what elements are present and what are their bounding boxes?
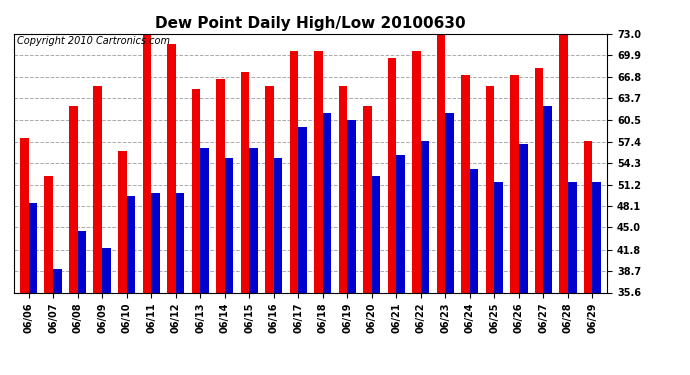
Bar	[486, 86, 495, 375]
Bar	[225, 158, 233, 375]
Bar	[396, 155, 405, 375]
Title: Dew Point Daily High/Low 20100630: Dew Point Daily High/Low 20100630	[155, 16, 466, 31]
Bar	[511, 75, 519, 375]
Bar	[274, 158, 282, 375]
Bar	[323, 113, 331, 375]
Bar	[20, 138, 28, 375]
Bar	[200, 148, 209, 375]
Bar	[167, 44, 176, 375]
Bar	[298, 127, 307, 375]
Bar	[143, 27, 151, 375]
Bar	[388, 58, 396, 375]
Bar	[69, 106, 77, 375]
Bar	[249, 148, 258, 375]
Bar	[151, 193, 159, 375]
Bar	[241, 72, 249, 375]
Bar	[412, 51, 421, 375]
Bar	[176, 193, 184, 375]
Bar	[93, 86, 102, 375]
Bar	[126, 196, 135, 375]
Text: Copyright 2010 Cartronics.com: Copyright 2010 Cartronics.com	[17, 36, 170, 46]
Bar	[53, 269, 61, 375]
Bar	[462, 75, 470, 375]
Bar	[568, 183, 577, 375]
Bar	[102, 248, 110, 375]
Bar	[347, 120, 356, 375]
Bar	[421, 141, 429, 375]
Bar	[372, 176, 380, 375]
Bar	[519, 144, 528, 375]
Bar	[118, 152, 126, 375]
Bar	[445, 113, 454, 375]
Bar	[77, 231, 86, 375]
Bar	[314, 51, 323, 375]
Bar	[265, 86, 274, 375]
Bar	[584, 141, 593, 375]
Bar	[192, 89, 200, 375]
Bar	[363, 106, 372, 375]
Bar	[593, 183, 601, 375]
Bar	[28, 203, 37, 375]
Bar	[290, 51, 298, 375]
Bar	[535, 68, 544, 375]
Bar	[560, 34, 568, 375]
Bar	[544, 106, 552, 375]
Bar	[470, 169, 478, 375]
Bar	[339, 86, 347, 375]
Bar	[44, 176, 53, 375]
Bar	[495, 183, 503, 375]
Bar	[216, 79, 225, 375]
Bar	[437, 34, 445, 375]
